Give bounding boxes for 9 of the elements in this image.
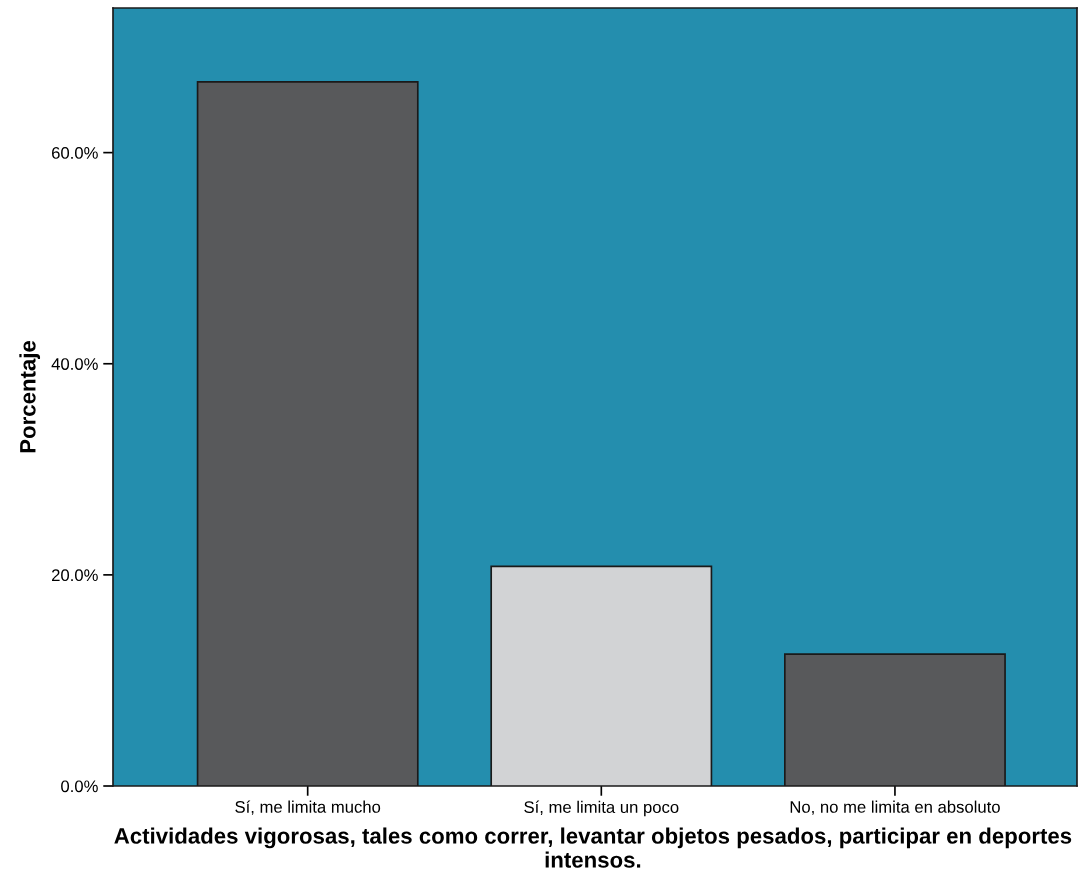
- y-axis-title: Porcentaje: [19, 340, 41, 453]
- y-tick-label: 20.0%: [52, 569, 98, 582]
- y-tick-label: 60.0%: [52, 147, 98, 159]
- x-tick-label: Sí, me limita mucho: [235, 800, 381, 815]
- y-tick-label: 0.0%: [61, 780, 98, 793]
- x-tick-label: Sí, me limita un poco: [524, 800, 679, 817]
- x-tick-label: No, no me limita en absoluto: [790, 800, 1000, 815]
- y-tick-label: 40.0%: [51, 358, 98, 370]
- x-axis-title: Actividades vigorosas, tales como correr, levantar objetos pesados, participar en deportes intensos.: [114, 827, 1072, 868]
